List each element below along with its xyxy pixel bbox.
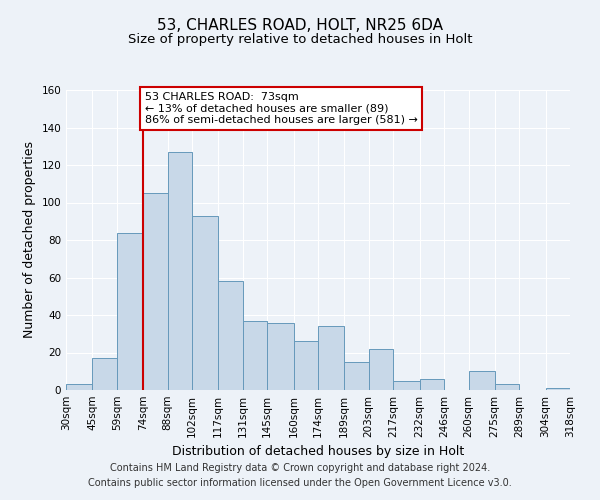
Bar (66, 384, 92, 390)
Bar (393, 380, 419, 390)
Text: Contains HM Land Registry data © Crown copyright and database right 2024.
Contai: Contains HM Land Registry data © Crown c… (88, 462, 512, 487)
Text: 53, CHARLES ROAD, HOLT, NR25 6DA: 53, CHARLES ROAD, HOLT, NR25 6DA (157, 18, 443, 32)
Bar (167, 152, 192, 390)
Bar (369, 349, 393, 390)
Text: Size of property relative to detached houses in Holt: Size of property relative to detached ho… (128, 32, 472, 46)
Bar (267, 322, 293, 390)
Y-axis label: Number of detached properties: Number of detached properties (23, 142, 36, 338)
Bar (92, 358, 117, 390)
Bar (419, 379, 444, 390)
X-axis label: Distribution of detached houses by size in Holt: Distribution of detached houses by size … (172, 446, 464, 458)
Bar (545, 388, 570, 390)
Bar (293, 341, 318, 390)
Bar (143, 193, 167, 390)
Bar (344, 362, 369, 390)
Bar (469, 371, 495, 390)
Bar (495, 384, 519, 390)
Bar (192, 216, 218, 390)
Bar (218, 281, 243, 390)
Bar (318, 326, 344, 390)
Text: 53 CHARLES ROAD:  73sqm
← 13% of detached houses are smaller (89)
86% of semi-de: 53 CHARLES ROAD: 73sqm ← 13% of detached… (145, 92, 418, 125)
Bar (117, 232, 143, 390)
Bar (243, 320, 267, 390)
